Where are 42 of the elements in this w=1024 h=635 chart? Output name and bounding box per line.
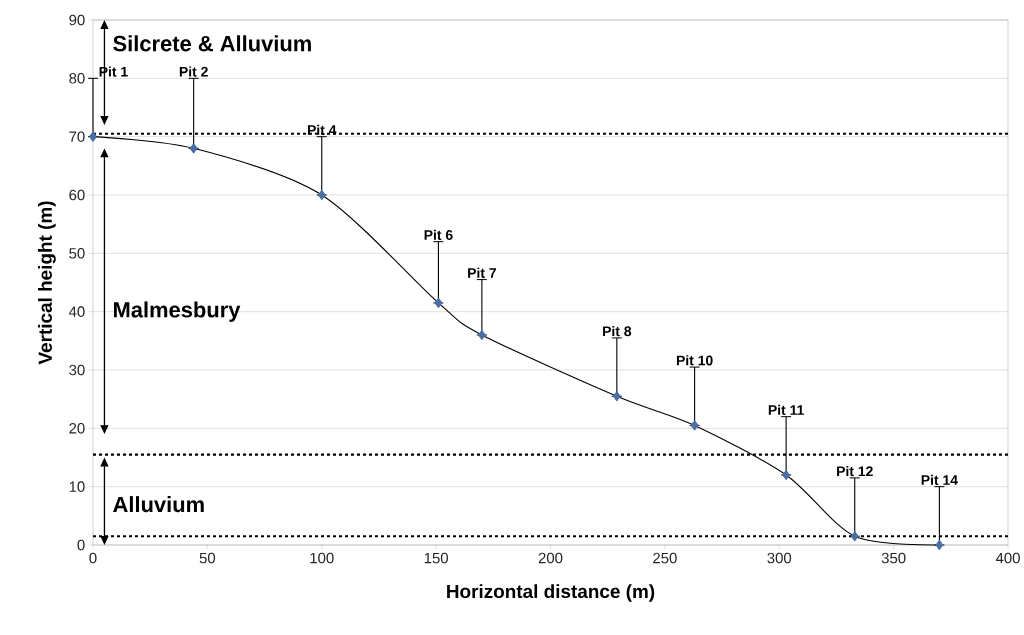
point: [317, 189, 326, 201]
x-axis-title: Horizontal distance (m): [447, 584, 655, 602]
point: [850, 531, 859, 542]
annotation: Pit 8: [603, 325, 632, 337]
point: [89, 131, 97, 142]
y-axis-title: Vertical height (m): [38, 201, 56, 365]
x-tick-label: 250: [653, 552, 677, 564]
annotation: Malmesbury: [114, 301, 241, 322]
point: [434, 297, 443, 308]
x-tick-label: 200: [538, 552, 563, 564]
annotation: Pit 11: [768, 404, 804, 415]
y-tick-label: 0: [77, 539, 85, 551]
annotation: Silcrete & Alluvium: [113, 35, 311, 52]
annotation: Pit 6: [424, 229, 453, 240]
y-tick-label: 70: [69, 131, 85, 142]
annotation: Alluvium: [113, 496, 204, 513]
point: [782, 469, 791, 481]
point: [189, 143, 198, 154]
y-tick-label: 50: [69, 248, 85, 259]
x-tick-label: 400: [995, 552, 1020, 564]
point: [612, 391, 621, 402]
y-tick-label: 60: [69, 189, 85, 201]
y-tick-label: 30: [69, 364, 85, 376]
x-tick-label: 50: [199, 552, 216, 564]
point: [477, 329, 486, 341]
x-tick-label: 300: [767, 552, 792, 564]
annotation: Pit 10: [676, 355, 713, 366]
x-tick-label: 350: [881, 552, 906, 564]
point: [690, 420, 699, 431]
point: [935, 539, 944, 551]
annotation: Pit 12: [837, 465, 873, 477]
y-tick-label: 80: [69, 73, 85, 84]
y-tick-label: 10: [69, 481, 85, 492]
annotation: Pit 7: [468, 267, 496, 278]
x-tick-label: 150: [424, 552, 448, 564]
x-tick-label: 0: [89, 552, 97, 564]
y-tick-label: 40: [68, 306, 85, 317]
y-tick-label: 90: [69, 14, 85, 26]
y-tick-label: 20: [69, 423, 85, 434]
annotation: Pit 14: [921, 474, 958, 485]
annotation: Pit 2: [179, 66, 208, 77]
x-tick-label: 100: [310, 552, 334, 564]
